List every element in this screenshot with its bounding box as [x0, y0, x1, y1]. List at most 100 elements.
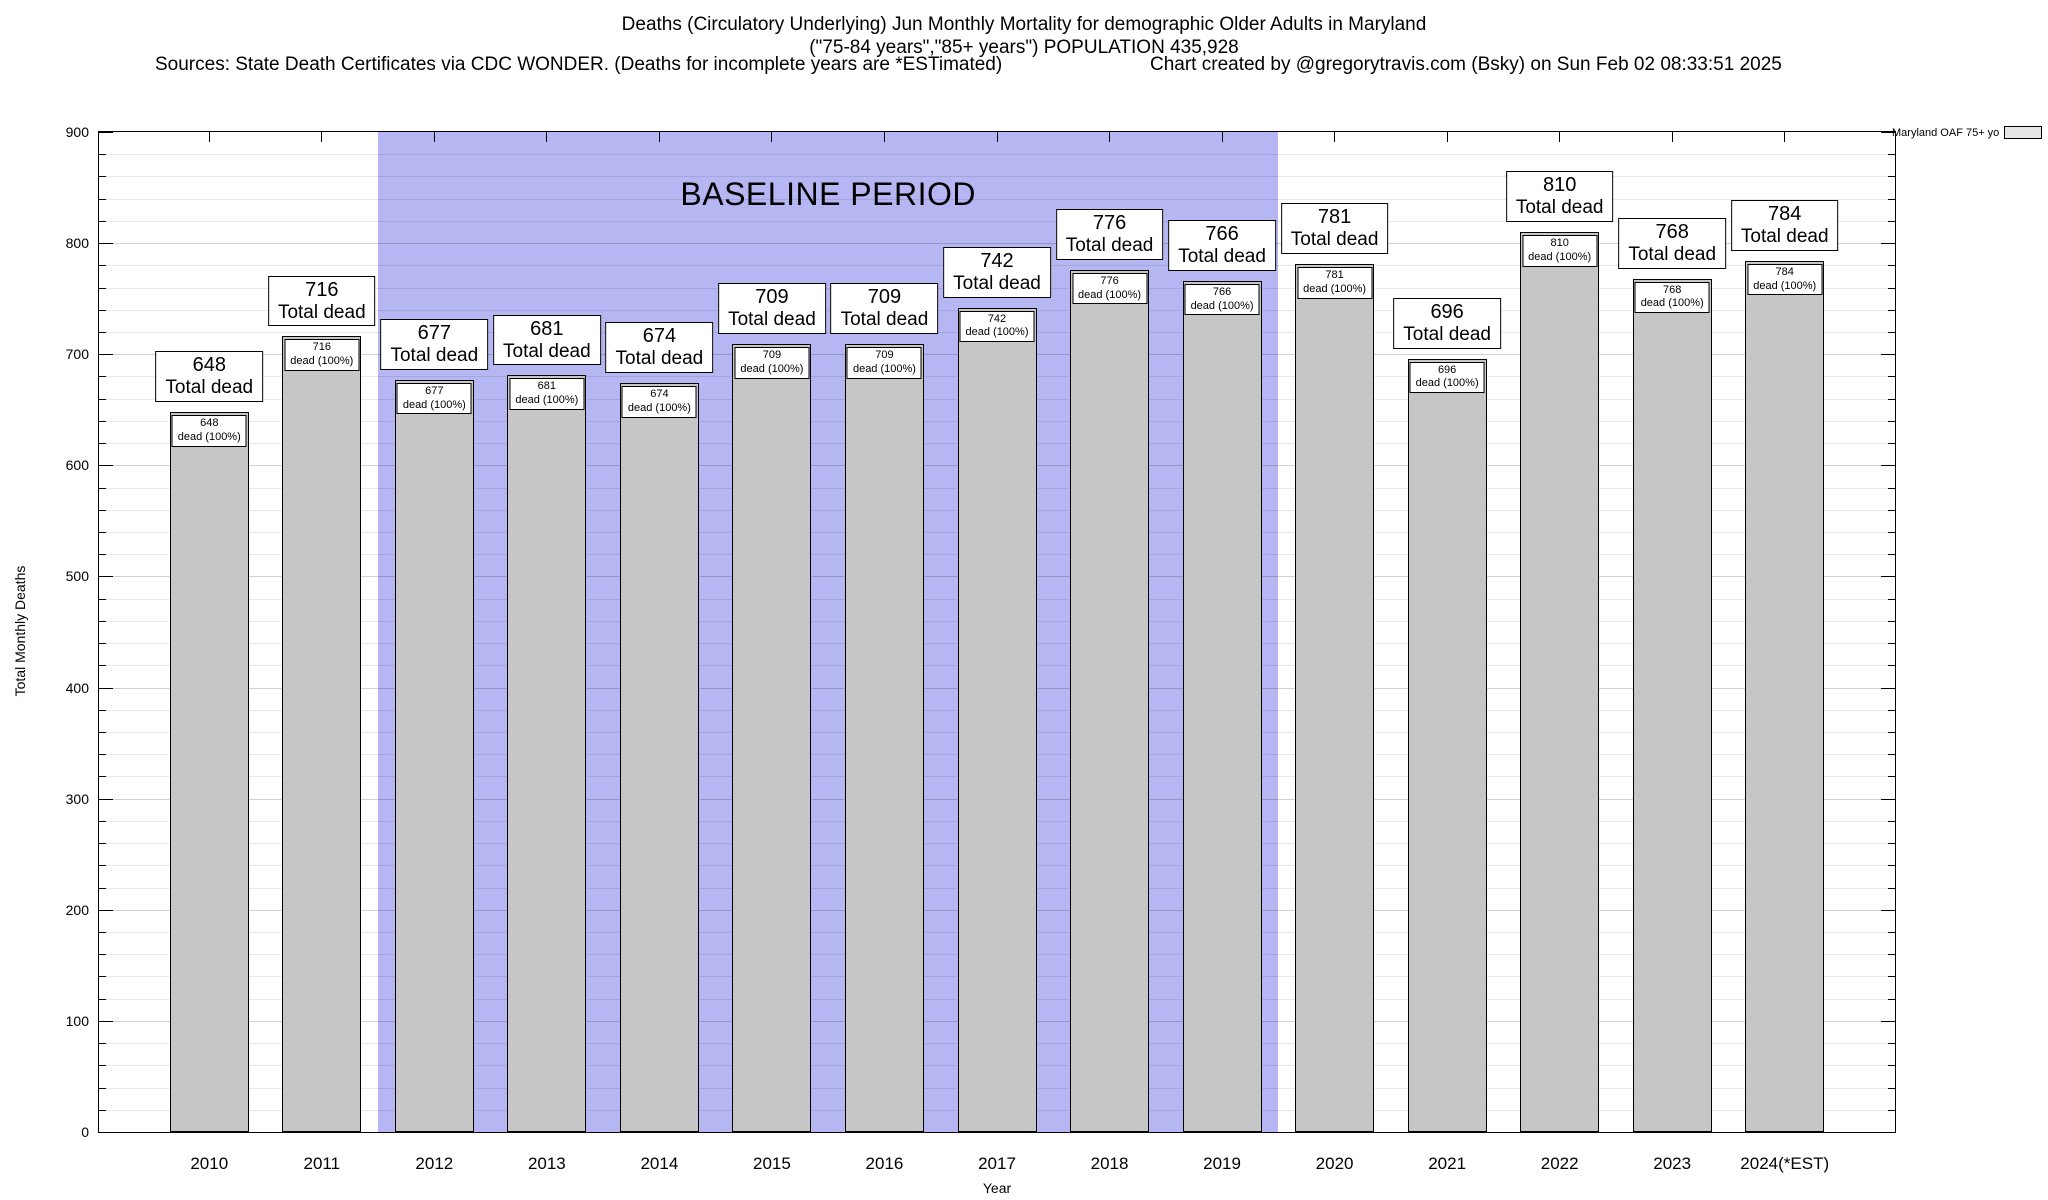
y-tick-label: 800 [65, 235, 89, 252]
bar-total-caption: Total dead [953, 272, 1041, 294]
y-tick-left [99, 1087, 106, 1089]
bar [1745, 260, 1825, 1132]
y-tick-right [1888, 487, 1895, 489]
y-tick-right [1888, 376, 1895, 378]
y-tick-left [99, 643, 106, 645]
y-tick-left [99, 176, 106, 178]
y-tick-right [1888, 420, 1895, 422]
y-tick-right [1888, 1109, 1895, 1111]
x-tick-top [208, 132, 210, 142]
bar-inner-caption: dead (100%) [1190, 299, 1254, 312]
bar-inner-value: 696 [1437, 363, 1457, 376]
bar-total-label: 810 Total dead [1505, 171, 1614, 222]
bar-total-label: 674 Total dead [605, 322, 714, 374]
y-tick-label: 700 [65, 346, 89, 363]
bar-inner-value: 784 [1775, 265, 1794, 278]
y-tick-left [99, 1109, 106, 1111]
bar-total-label: 781 Total dead [1280, 203, 1389, 255]
bar-inner-value: 648 [200, 417, 219, 429]
bar [1070, 269, 1150, 1132]
bar-total-value: 696 [1430, 300, 1464, 323]
y-tick-left [99, 287, 106, 289]
bar-total-caption: Total dead [615, 348, 704, 370]
minor-gridline [99, 198, 1895, 200]
bar-inner-value: 810 [1550, 237, 1569, 249]
bar-total-value: 681 [530, 317, 564, 340]
y-tick-left [99, 1065, 106, 1067]
y-tick-left [99, 976, 106, 978]
x-tick-label: 2011 [303, 1154, 341, 1173]
x-tick-label: 2019 [1203, 1154, 1241, 1173]
bar-inner-caption: dead (100%) [1415, 377, 1479, 390]
bar-inner-label: 742 dead (100%) [959, 310, 1035, 343]
x-tick-top [1784, 132, 1786, 142]
y-tick-right [1888, 776, 1895, 778]
bar-total-value: 742 [980, 249, 1014, 272]
bar-total-caption: Total dead [165, 377, 254, 399]
bar-inner-caption: dead (100%) [290, 355, 354, 368]
x-tick-top [546, 132, 548, 142]
y-tick-right [1881, 687, 1895, 689]
y-tick-right [1888, 709, 1895, 711]
bar-inner-label: 709 dead (100%) [846, 347, 922, 379]
y-tick-label: 100 [65, 1012, 89, 1029]
y-tick-left [99, 598, 106, 600]
bar-total-label: 716 Total dead [267, 275, 376, 327]
bar-total-value: 781 [1317, 206, 1352, 229]
bar-inner-caption: dead (100%) [1753, 279, 1817, 292]
bar-total-label: 776 Total dead [1055, 208, 1164, 260]
y-tick-right [1888, 509, 1895, 511]
major-gridline [99, 243, 1895, 245]
x-tick-label: 2023 [1653, 1154, 1692, 1173]
y-tick-right [1888, 665, 1895, 667]
bar-inner-label: 648 dead (100%) [171, 415, 247, 447]
y-tick-left [99, 776, 106, 778]
y-tick-left [99, 243, 113, 245]
y-tick-left [99, 354, 113, 356]
y-tick-left [99, 887, 106, 889]
y-tick-right [1881, 1020, 1895, 1022]
bar-inner-value: 776 [1100, 274, 1119, 287]
bar-inner-value: 742 [987, 312, 1007, 325]
legend-label: Maryland OAF 75+ yo [1892, 126, 2000, 139]
y-tick-right [1888, 398, 1895, 400]
bar-inner-caption: dead (100%) [627, 401, 691, 414]
bar [1632, 278, 1712, 1132]
y-tick-left [99, 820, 106, 822]
y-tick-left [99, 198, 106, 200]
x-tick-label: 2014 [640, 1154, 679, 1173]
x-tick-top [1559, 132, 1561, 142]
x-tick-label: 2015 [753, 1154, 791, 1173]
bar [1295, 264, 1375, 1132]
y-tick-label: 300 [65, 790, 89, 807]
y-tick-left [99, 798, 113, 800]
y-tick-left [99, 709, 106, 711]
bar-total-caption: Total dead [1740, 226, 1829, 248]
x-axis-title: Year [982, 1180, 1012, 1196]
x-tick-label: 2020 [1315, 1154, 1354, 1173]
y-tick-right [1888, 154, 1895, 156]
bar-total-caption: Total dead [1628, 243, 1717, 265]
bar-inner-label: 716 dead (100%) [284, 339, 360, 371]
y-tick-left [99, 398, 106, 400]
bar-inner-value: 716 [312, 341, 331, 354]
x-tick-label: 2021 [1428, 1154, 1467, 1173]
y-tick-right [1888, 998, 1895, 1000]
x-tick-top [1446, 132, 1448, 142]
bar-inner-label: 681 dead (100%) [509, 378, 585, 410]
y-tick-right [1888, 265, 1895, 267]
bar-total-label: 766 Total dead [1168, 220, 1276, 271]
bar-total-label: 681 Total dead [493, 314, 601, 366]
bar-inner-label: 696 dead (100%) [1409, 361, 1485, 394]
bar-total-label: 648 Total dead [155, 351, 264, 402]
bar-total-value: 674 [642, 325, 677, 348]
y-tick-left [99, 220, 106, 222]
bar-inner-value: 781 [1325, 269, 1344, 282]
y-tick-right [1881, 132, 1895, 133]
bar-total-caption: Total dead [1065, 234, 1154, 256]
y-tick-right [1888, 176, 1895, 178]
bar-inner-caption: dead (100%) [1303, 282, 1367, 295]
bar [282, 336, 362, 1132]
bar-total-caption: Total dead [728, 309, 816, 331]
y-tick-left [99, 132, 113, 133]
